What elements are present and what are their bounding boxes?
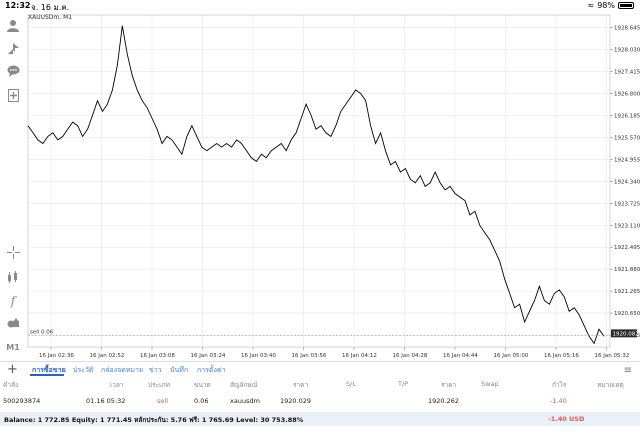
x-tick-label: 16 Jan 04:28 — [393, 353, 428, 358]
x-tick-label: 16 Jan 04:44 — [443, 353, 478, 358]
crosshair-icon[interactable] — [5, 244, 21, 260]
x-tick-label: 16 Jan 03:56 — [292, 353, 327, 358]
tab-settings[interactable]: การตั้งค่า — [197, 366, 226, 374]
timeframe-button[interactable]: M1 — [6, 342, 20, 352]
price-line — [27, 25, 605, 345]
tab-journal[interactable]: บันทึก — [170, 366, 189, 374]
order-type: sell — [157, 397, 168, 405]
y-tick-label: 1924.340 — [614, 179, 640, 185]
x-tick-label: 16 Jan 04:12 — [342, 353, 377, 358]
y-tick-label: 1921.880 — [614, 267, 640, 273]
tab-news[interactable]: ข่าว — [149, 366, 162, 374]
current-price-label: 1920.082 — [613, 331, 639, 337]
x-tick-label: 16 Jan 03:08 — [140, 353, 175, 358]
col-sl: S/L — [346, 380, 356, 388]
chat-icon[interactable] — [5, 63, 21, 79]
y-tick-label: 1922.495 — [614, 245, 640, 251]
status-bar: 12:32 จ. 16 ม.ค. ≈ 98% — [0, 0, 640, 13]
y-tick-label: 1920.650 — [614, 311, 640, 317]
col-symbol: สัญลักษณ์ — [230, 381, 258, 389]
function-icon[interactable]: f — [10, 294, 16, 308]
y-tick-label: 1928.645 — [614, 26, 640, 32]
col-open-price: ราคา — [293, 381, 309, 389]
battery-icon — [618, 2, 634, 9]
add-order-icon[interactable]: + — [7, 362, 18, 377]
status-right: ≈ 98% — [588, 1, 634, 10]
sell-line-label: sell 0.06 — [30, 329, 54, 335]
order-symbol: xauusdm — [230, 397, 260, 405]
price-chart[interactable]: 1928.645 1928.030 1927.415 1926.800 1926.185… — [26, 13, 640, 359]
tab-history[interactable]: ประวัติ — [73, 366, 94, 374]
terminal-tabs: + การซื้อขาย ประวัติ กล่องจดหมาย ข่าว บั… — [0, 361, 640, 377]
order-current-price: 1920.262 — [428, 397, 460, 405]
order-profit: -1.40 — [550, 397, 567, 405]
y-tick-label: 1926.800 — [614, 92, 640, 98]
col-profit: กำไร — [552, 381, 567, 389]
col-time: เวลา — [110, 381, 124, 389]
x-tick-label: 16 Jan 02:52 — [90, 353, 125, 358]
x-tick-label: 16 Jan 05:00 — [494, 353, 529, 358]
objects-icon[interactable] — [5, 316, 21, 332]
signal-icon[interactable] — [5, 40, 21, 56]
y-tick-label: 1923.725 — [614, 201, 640, 207]
layout-icon[interactable]: ≡ — [623, 365, 632, 376]
col-type: ประเภท — [148, 381, 170, 389]
col-order: คำสั่ง — [3, 381, 19, 389]
account-summary: Balance: 1 772.85 Equity: 1 771.45 หลักป… — [0, 412, 640, 426]
indicators-icon[interactable] — [5, 269, 21, 285]
x-tick-label: 16 Jan 03:40 — [241, 353, 276, 358]
balance-line: Balance: 1 772.85 Equity: 1 771.45 หลักป… — [4, 416, 304, 424]
add-document-icon[interactable] — [5, 87, 21, 103]
y-tick-label: 1927.415 — [614, 70, 640, 76]
active-tab-indicator — [30, 374, 64, 376]
x-tick-label: 16 Jan 05:16 — [544, 353, 579, 358]
order-time: 01.16 05:32 — [86, 397, 126, 405]
tab-mailbox[interactable]: กล่องจดหมาย — [101, 366, 144, 374]
chart-symbol-title: XAUUSDm, M1 — [28, 14, 73, 21]
y-tick-label: 1921.265 — [614, 289, 640, 295]
col-volume: ขนาด — [194, 381, 211, 389]
current-price-tag — [611, 329, 637, 338]
chart-toolbar: f M1 — [0, 13, 26, 358]
col-swap: Swap — [481, 380, 499, 388]
col-price: ราคา — [441, 381, 457, 389]
wifi-icon: ≈ — [587, 1, 595, 10]
col-comment: หมายเหตุ — [597, 381, 624, 389]
order-volume: 0.06 — [194, 397, 209, 405]
plot-area — [27, 14, 611, 348]
x-tick-label: 16 Jan 03:24 — [191, 353, 226, 358]
clock: 12:32 — [5, 1, 31, 10]
x-tick-label: 16 Jan 02:36 — [39, 353, 74, 358]
total-profit: -1.40 USD — [548, 415, 585, 423]
table-row[interactable]: 500293874 01.16 05:32 sell 0.06 xauusdm … — [0, 397, 640, 409]
table-header: คำสั่ง เวลา ประเภท ขนาด สัญลักษณ์ ราคา S… — [0, 380, 640, 392]
order-open-price: 1920.029 — [280, 397, 312, 405]
y-tick-label: 1923.110 — [614, 223, 640, 229]
x-tick-label: 16 Jan 05:32 — [595, 353, 630, 358]
y-tick-label: 1925.570 — [614, 135, 640, 141]
y-tick-label: 1926.185 — [614, 113, 640, 119]
user-icon[interactable] — [5, 17, 21, 33]
tab-trade[interactable]: การซื้อขาย — [32, 366, 66, 374]
y-tick-label: 1924.955 — [614, 157, 640, 163]
col-tp: T/P — [398, 380, 409, 388]
chart-canvas: 1928.645 1928.030 1927.415 1926.800 1926.185… — [27, 14, 640, 359]
order-ticket: 500293874 — [3, 397, 41, 405]
battery-percent: 98% — [597, 1, 615, 10]
date: จ. 16 ม.ค. — [31, 3, 70, 12]
y-tick-label: 1928.030 — [614, 48, 640, 54]
